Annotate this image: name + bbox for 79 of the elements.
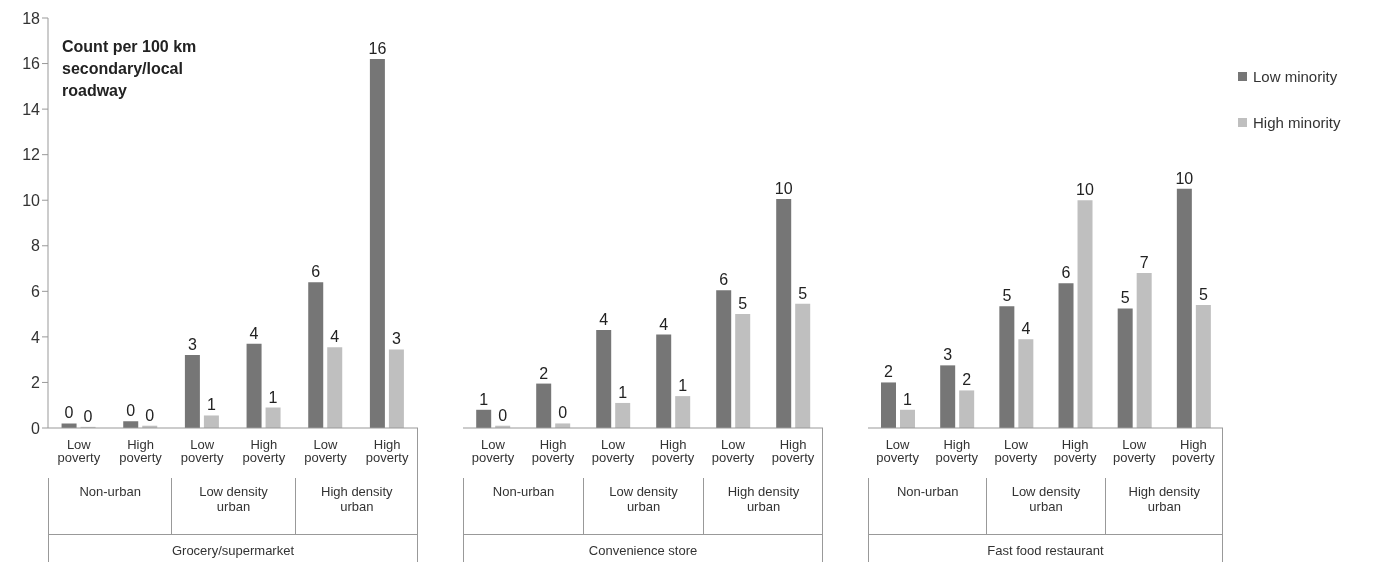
x-tick-label: High poverty [365,437,409,466]
x-tick-label: Low poverty [994,437,1038,466]
data-label: 16 [368,40,387,57]
data-label: 3 [391,330,401,348]
x-tick-label: High poverty [1172,437,1216,466]
data-label: 6 [719,271,729,289]
text: Non-urban [491,484,556,499]
x-tick-label: High poverty [1053,437,1097,466]
legend-label: Low minority [1253,67,1338,85]
x-tick-label: Low poverty [1112,437,1157,466]
x-tick-label: Low poverty [876,437,920,466]
data-label: 5 [798,284,808,302]
y-tick-label: 8 [31,237,41,255]
x-tick-label: Low poverty [471,437,515,466]
x-tick-label: High poverty [651,437,695,466]
text: High density urban [320,484,394,514]
y-tick-label: 0 [31,419,41,437]
text: Low density urban [608,484,679,514]
y-tick-label: 12 [22,146,41,164]
x-tick-label: Low poverty [57,437,101,466]
data-label: 5 [1120,289,1130,307]
data-label: 1 [206,396,216,414]
x-axis-title: Grocery/supermarket [48,534,418,562]
data-label: 6 [311,263,321,281]
y-tick-label: 10 [22,191,41,209]
text: High density urban [726,484,801,514]
data-label: 4 [330,328,340,346]
data-label: 10 [1175,169,1194,187]
data-label: 5 [1198,286,1208,303]
y-tick-label: 6 [31,283,41,301]
data-label: 1 [618,383,628,401]
data-label: 4 [1021,320,1031,338]
data-label: 7 [1139,254,1149,272]
data-label: 0 [145,406,155,424]
legend-label: High minority [1253,113,1341,131]
data-label: 3 [187,336,197,354]
y-tick-label: 4 [31,328,41,346]
x-axis-title: Convenience store [463,534,823,562]
data-label: 4 [249,324,259,342]
data-label: 2 [884,363,894,381]
data-label: 3 [943,346,953,364]
x-tick-label: High poverty [242,437,286,466]
data-label: 2 [962,371,972,389]
data-label: 4 [599,311,609,329]
y-tick-label: 2 [31,374,41,392]
data-label: 0 [558,404,568,422]
data-label: 2 [539,364,549,382]
data-label: 1 [903,390,913,408]
y-tick-label: 16 [22,55,41,73]
data-label: 0 [126,402,136,420]
data-label: 0 [64,404,74,422]
data-label: 0 [498,406,508,424]
data-label: 10 [774,180,793,198]
x-tick-label: Low poverty [591,437,635,466]
data-label: 4 [659,315,669,333]
x-tick-label: Low poverty [711,437,755,466]
text: Non-urban [78,484,142,499]
data-label: 10 [1076,181,1095,199]
x-tick-label: High poverty [935,437,979,466]
x-tick-label: High poverty [771,437,815,466]
data-label: 0 [83,407,93,425]
y-axis-title: Count per 100 km secondary/local roadway [62,37,198,101]
data-label: 5 [1002,287,1012,305]
data-label: 1 [479,390,489,408]
y-tick-label: 14 [22,100,41,118]
text: Low density urban [1010,484,1082,514]
text: Non-urban [895,484,960,499]
data-label: 5 [738,295,748,313]
data-label: 6 [1061,264,1071,282]
x-axis-title: Fast food restaurant [868,534,1223,562]
data-label: 1 [268,388,278,406]
text: High density urban [1127,484,1202,514]
data-label: 1 [678,377,688,395]
text: Low density urban [198,484,269,514]
x-tick-label: High poverty [119,437,163,466]
x-tick-label: High poverty [531,437,575,466]
x-tick-label: Low poverty [304,437,348,466]
x-tick-label: Low poverty [180,437,224,466]
y-tick-label: 18 [22,9,41,27]
